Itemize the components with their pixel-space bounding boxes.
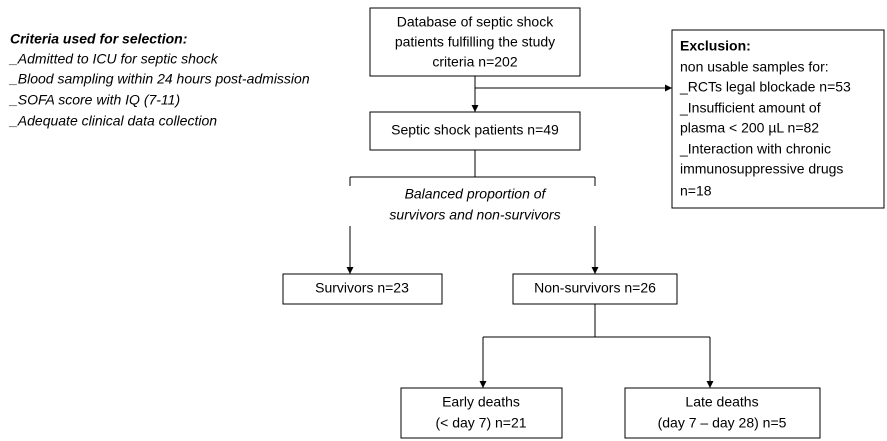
node-box — [512, 273, 678, 305]
criteria-item: _Adequate clinical data collection — [8, 113, 217, 129]
node-text: Database of septic shock — [397, 14, 554, 30]
annotation: Balanced proportion of — [405, 186, 548, 202]
exclusion-line: _Insufficient amount of — [679, 100, 821, 116]
node-box — [624, 387, 821, 439]
exclusion-line: plasma < 200 µL n=82 — [680, 120, 819, 136]
node-box — [369, 111, 581, 151]
texts: Criteria used for selection: _Admitted t… — [8, 14, 851, 431]
exclusion-line: immunosuppressive drugs — [680, 161, 843, 177]
exclusion-box — [671, 29, 885, 209]
criteria-item: _Admitted to ICU for septic shock — [8, 51, 219, 67]
criteria-item: _SOFA score with IQ (7-11) — [8, 92, 180, 108]
node-text: Late deaths — [685, 394, 758, 410]
exclusion-line: non usable samples for: — [680, 59, 829, 75]
exclusion-line: _Interaction with chronic — [679, 141, 831, 157]
node-text: criteria n=202 — [432, 54, 517, 70]
node-text: Septic shock patients n=49 — [391, 122, 559, 138]
node-text: Survivors n=23 — [315, 280, 409, 296]
criteria-title: Criteria used for selection: — [10, 31, 187, 47]
criteria-item: _Blood sampling within 24 hours post-adm… — [8, 71, 310, 87]
node-text: Non-survivors n=26 — [534, 280, 656, 296]
node-box — [369, 7, 581, 77]
node-box — [282, 273, 443, 305]
node-text: Early deaths — [442, 394, 520, 410]
node-box — [400, 387, 563, 439]
annotation-bg — [190, 186, 760, 226]
node-text: (< day 7) n=21 — [435, 415, 526, 431]
node-text: (day 7 – day 28) n=5 — [658, 415, 787, 431]
exclusion-title: Exclusion: — [680, 38, 751, 54]
exclusion-line: n=18 — [680, 183, 712, 199]
exclusion-line: _RCTs legal blockade n=53 — [679, 79, 851, 95]
annotation: survivors and non-survivors — [389, 207, 560, 223]
node-text: patients fulfilling the study — [395, 34, 555, 50]
